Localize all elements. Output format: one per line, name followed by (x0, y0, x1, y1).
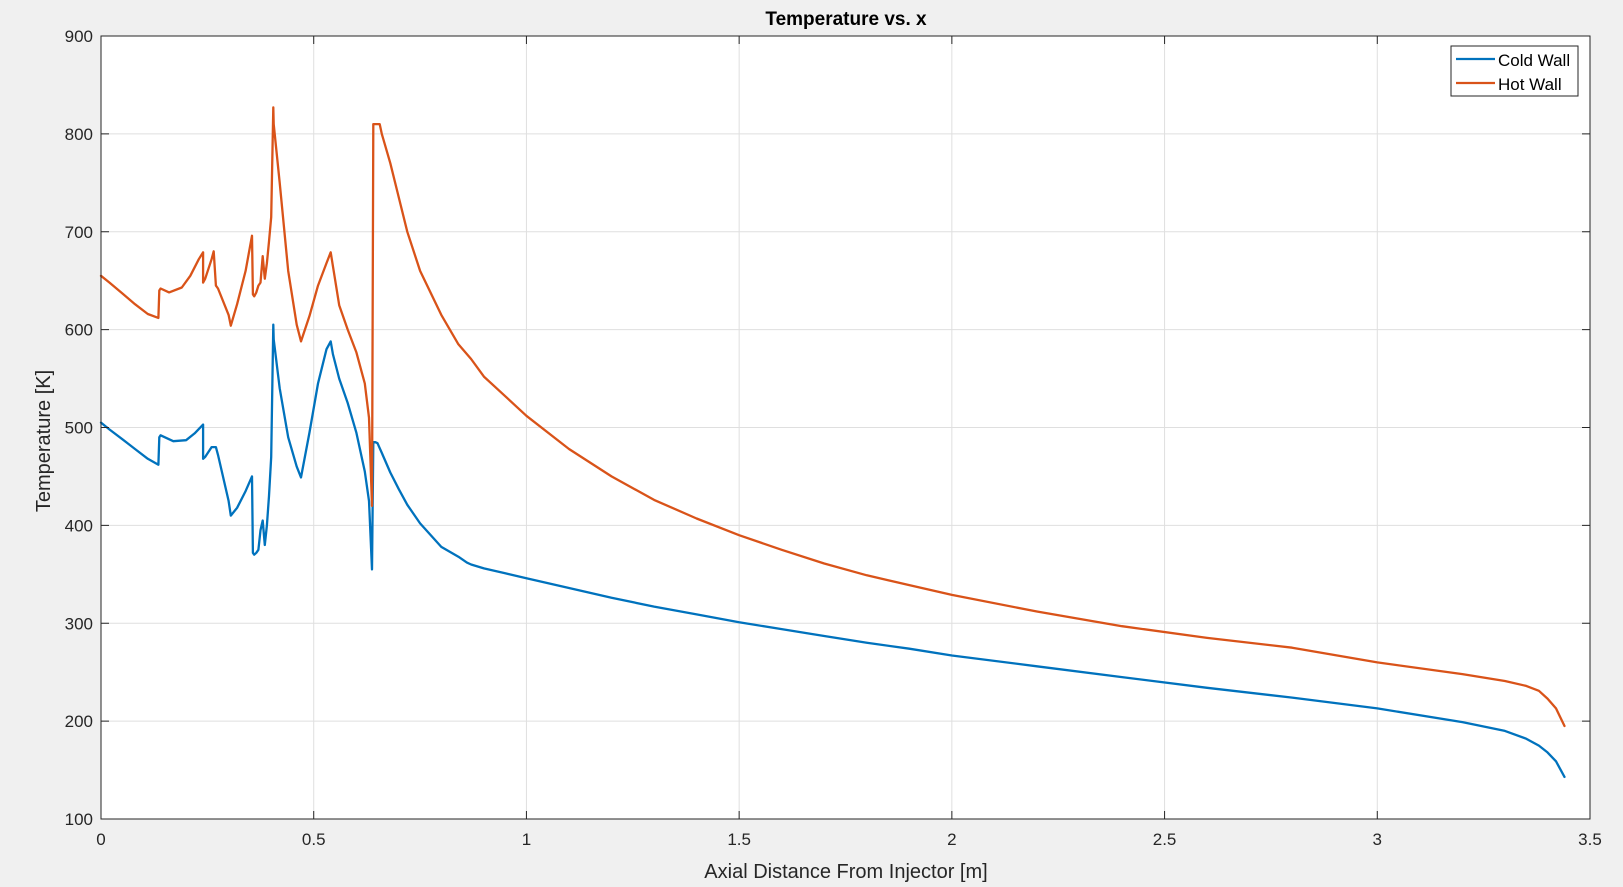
x-tick-label: 1.5 (727, 830, 751, 849)
legend-box (1450, 45, 1579, 97)
chart-title: Temperature vs. x (765, 9, 927, 30)
y-tick-label: 700 (65, 223, 93, 242)
y-axis: 100 200 300 400 500 600 700 800 900 (65, 27, 1590, 829)
y-tick-label: 800 (65, 125, 93, 144)
y-tick-label: 500 (65, 419, 93, 438)
x-axis-label: Axial Distance From Injector [m] (704, 861, 987, 883)
series-line-hot-wall (99, 106, 1566, 728)
x-axis: 0 0.5 1 1.5 2 2.5 3 3.5 (96, 36, 1602, 849)
y-tick-label: 100 (65, 810, 93, 829)
x-tick-label: 0.5 (302, 830, 326, 849)
x-tick-label: 3.5 (1578, 830, 1602, 849)
y-tick-label: 900 (65, 27, 93, 46)
x-tick-label: 3 (1373, 830, 1382, 849)
x-tick-label: 0 (96, 830, 105, 849)
y-tick-label: 600 (65, 321, 93, 340)
x-tick-label: 2 (947, 830, 956, 849)
y-tick-label: 300 (65, 614, 93, 633)
legend-label-cold-wall: Cold Wall (1498, 51, 1570, 70)
series-line-cold-wall (99, 323, 1566, 779)
legend: Cold Wall Hot Wall (1450, 45, 1579, 97)
y-tick-label: 200 (65, 712, 93, 731)
series-lines (99, 106, 1566, 779)
y-tick-label: 400 (65, 516, 93, 535)
x-tick-label: 1 (522, 830, 531, 849)
y-axis-label: Temperature [K] (33, 370, 55, 512)
x-tick-label: 2.5 (1153, 830, 1177, 849)
legend-label-hot-wall: Hot Wall (1498, 75, 1562, 94)
